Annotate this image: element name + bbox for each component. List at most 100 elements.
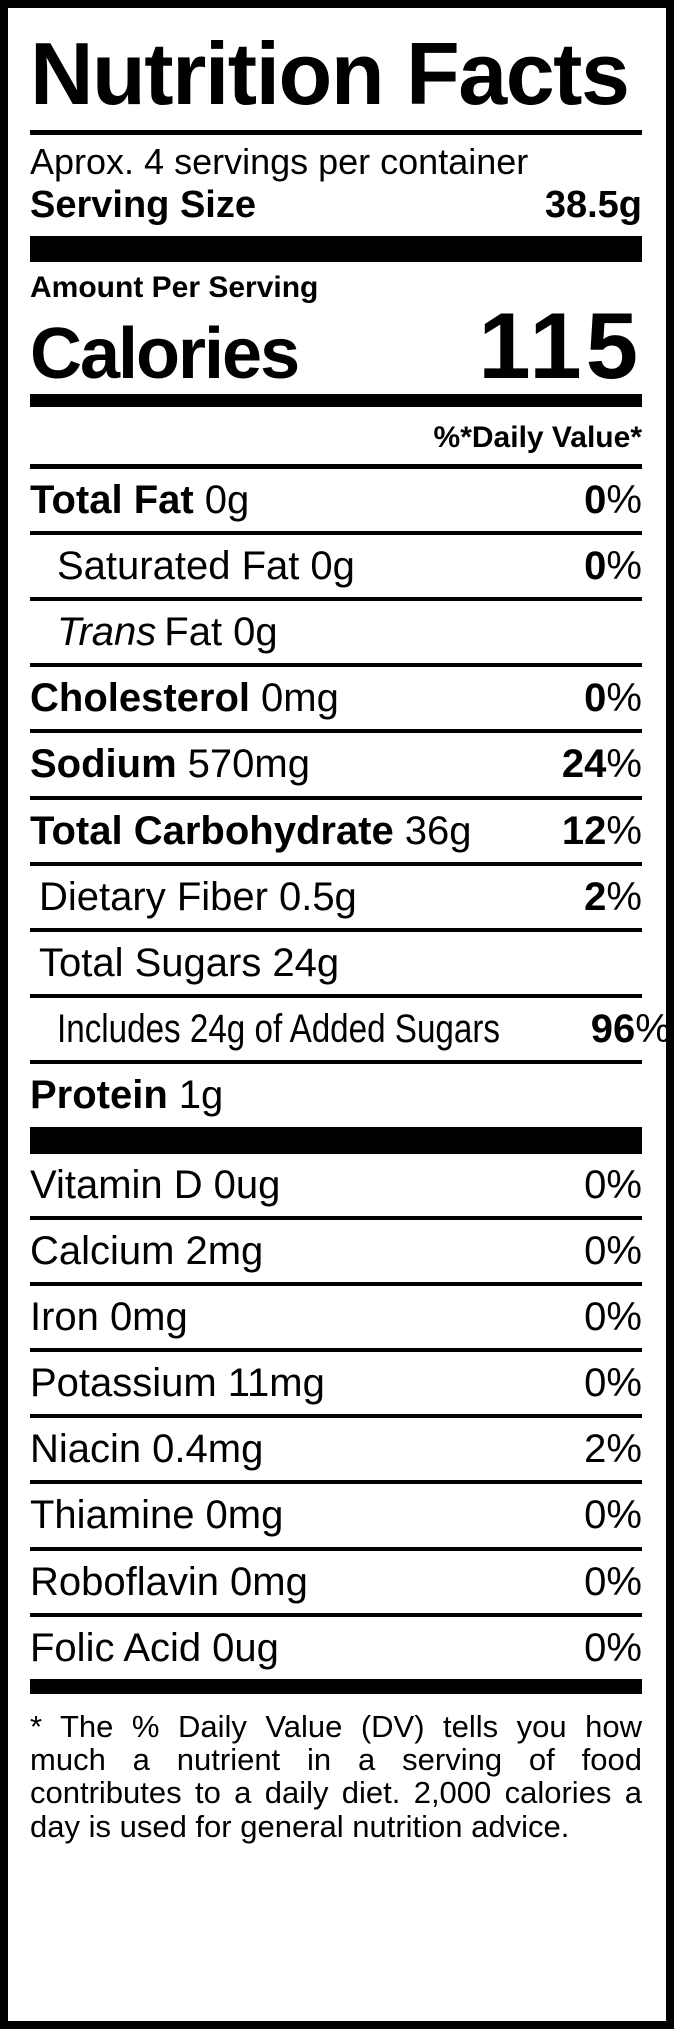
serving-size-label: Serving Size bbox=[30, 183, 256, 226]
nutrient-amount: 0.4mg bbox=[152, 1427, 264, 1472]
nutrient-amount: 11mg bbox=[227, 1361, 325, 1406]
nutrient-name: Niacin 0.4mg bbox=[30, 1427, 264, 1472]
percent-sign: % bbox=[606, 742, 642, 787]
nutrient-amount: 0g bbox=[204, 477, 250, 522]
nutrient-row: Calcium 2mg 0% bbox=[30, 1220, 642, 1286]
servings-per-container: Aprox. 4 servings per container bbox=[30, 140, 529, 182]
micronutrient-rows: Vitamin D 0ug 0% Calcium 2mg 0% Iron 0mg 0% Potas… bbox=[30, 1154, 642, 1680]
nutrient-name: Folic Acid 0ug bbox=[30, 1625, 279, 1670]
label-title: Nutrition Facts bbox=[30, 24, 630, 123]
nutrient-name: Total Fat 0g bbox=[30, 477, 250, 522]
percent-sign: % bbox=[606, 1427, 642, 1472]
nutrient-amount: 0mg bbox=[230, 1559, 308, 1604]
nutrient-row: Trans Fat 0g bbox=[30, 601, 642, 668]
nutrient-name: Potassium 11mg bbox=[30, 1361, 325, 1406]
nutrient-amount: 0ug bbox=[213, 1162, 281, 1207]
nutrient-daily-value: 0% bbox=[584, 1559, 642, 1604]
nutrient-amount: 24g bbox=[272, 940, 340, 985]
medium-bar bbox=[30, 393, 642, 407]
percent-sign: % bbox=[606, 1493, 642, 1538]
nutrient-row: Vitamin D 0ug 0% bbox=[30, 1154, 642, 1220]
nutrient-daily-value: 2% bbox=[584, 874, 642, 919]
nutrient-name: Calcium 2mg bbox=[30, 1228, 264, 1273]
nutrient-row: Folic Acid 0ug 0% bbox=[30, 1617, 642, 1679]
nutrient-name: Includes 24g of Added Sugars bbox=[57, 1007, 500, 1052]
nutrient-daily-value: 0% bbox=[584, 543, 642, 588]
calories-value: 115 bbox=[478, 292, 642, 398]
nutrient-daily-value: 0% bbox=[584, 1162, 642, 1207]
nutrient-row: Saturated Fat 0g 0% bbox=[30, 535, 642, 602]
percent-sign: % bbox=[606, 874, 642, 919]
nutrient-row: Cholesterol 0mg 0% bbox=[30, 667, 642, 734]
nutrient-daily-value: 24% bbox=[561, 742, 642, 787]
nutrient-row: Total Sugars 24g bbox=[30, 932, 642, 999]
nutrient-amount: 0mg bbox=[109, 1294, 188, 1339]
nutrient-daily-value: 0% bbox=[584, 477, 642, 522]
thick-bar bbox=[30, 1679, 642, 1695]
nutrient-amount: 2mg bbox=[185, 1228, 264, 1273]
nutrient-daily-value: 0% bbox=[584, 1493, 642, 1538]
nutrient-name: Cholesterol 0mg bbox=[30, 676, 339, 721]
nutrient-daily-value: 12% bbox=[561, 808, 642, 853]
nutrient-amount: 0g bbox=[310, 543, 355, 588]
nutrient-amount: 0mg bbox=[205, 1493, 284, 1538]
thick-bar bbox=[30, 1126, 642, 1154]
nutrient-amount: 0.5g bbox=[278, 874, 357, 919]
amount-per-serving-label: Amount Per Serving bbox=[30, 270, 319, 304]
nutrient-row: Potassium 11mg 0% bbox=[30, 1352, 642, 1419]
nutrient-daily-value: 0% bbox=[584, 1361, 642, 1406]
nutrient-amount: 570mg bbox=[187, 742, 310, 787]
nutrient-name: Vitamin D 0ug bbox=[30, 1162, 281, 1207]
nutrient-daily-value: 2% bbox=[584, 1427, 642, 1472]
nutrient-row: Roboflavin 0mg 0% bbox=[30, 1551, 642, 1617]
nutrient-row: Total Fat 0g 0% bbox=[30, 469, 642, 535]
nutrient-daily-value: 0% bbox=[584, 1294, 642, 1339]
nutrient-row: Niacin 0.4mg 2% bbox=[30, 1418, 642, 1485]
calories-label: Calories bbox=[30, 313, 300, 394]
nutrient-amount: 1g bbox=[178, 1073, 224, 1118]
nutrient-name: Dietary Fiber 0.5g bbox=[39, 874, 357, 919]
nutrient-rows: Total Fat 0g 0% Saturated Fat 0g 0% Trans Fat 0g… bbox=[30, 469, 666, 1127]
daily-value-header: %*Daily Value* bbox=[433, 420, 642, 454]
percent-sign: % bbox=[606, 1361, 642, 1406]
percent-sign: % bbox=[606, 543, 642, 588]
nutrient-amount: 36g bbox=[404, 808, 472, 853]
nutrient-row: Thiamine 0mg 0% bbox=[30, 1484, 642, 1551]
nutrient-daily-value: 0% bbox=[584, 1625, 642, 1670]
divider bbox=[30, 463, 642, 469]
nutrient-name: Total Sugars 24g bbox=[39, 940, 340, 985]
percent-sign: % bbox=[606, 1228, 642, 1273]
nutrient-amount: 0mg bbox=[261, 676, 339, 721]
nutrient-row: Sodium 570mg 24% bbox=[30, 733, 642, 800]
nutrient-name: Saturated Fat 0g bbox=[57, 543, 355, 588]
nutrient-name: Iron 0mg bbox=[30, 1294, 188, 1339]
nutrient-name: Trans Fat 0g bbox=[57, 610, 278, 655]
divider bbox=[30, 129, 642, 135]
percent-sign: % bbox=[606, 808, 642, 853]
nutrient-row: Protein 1g bbox=[30, 1064, 642, 1126]
nutrient-amount: 0ug bbox=[212, 1625, 279, 1670]
nutrient-name: Thiamine 0mg bbox=[30, 1493, 284, 1538]
nutrient-name: Sodium 570mg bbox=[30, 742, 310, 787]
nutrient-amount: 0g bbox=[233, 610, 278, 655]
percent-sign: % bbox=[606, 477, 642, 522]
thick-bar bbox=[30, 235, 642, 262]
percent-sign: % bbox=[606, 1559, 642, 1604]
nutrient-name: Protein 1g bbox=[30, 1073, 224, 1118]
nutrient-row: Total Carbohydrate 36g 12% bbox=[30, 800, 642, 866]
percent-sign: % bbox=[606, 1625, 642, 1670]
percent-sign: % bbox=[606, 1294, 642, 1339]
percent-sign: % bbox=[635, 1007, 671, 1052]
serving-size-row: Serving Size 38.5g bbox=[30, 184, 642, 228]
nutrient-name: Total Carbohydrate 36g bbox=[30, 808, 472, 853]
calories-row: Calories 115 bbox=[30, 292, 642, 398]
percent-sign: % bbox=[606, 676, 642, 721]
nutrient-row: Includes 24g of Added Sugars 96% bbox=[30, 998, 666, 1065]
serving-size-value: 38.5g bbox=[544, 183, 642, 226]
nutrient-row: Dietary Fiber 0.5g 2% bbox=[30, 866, 642, 932]
nutrient-name: Roboflavin 0mg bbox=[30, 1559, 308, 1604]
nutrient-daily-value: 0% bbox=[584, 1228, 642, 1273]
daily-value-footnote: * The % Daily Value (DV) tells you how m… bbox=[30, 1709, 642, 1844]
percent-sign: % bbox=[606, 1162, 642, 1207]
